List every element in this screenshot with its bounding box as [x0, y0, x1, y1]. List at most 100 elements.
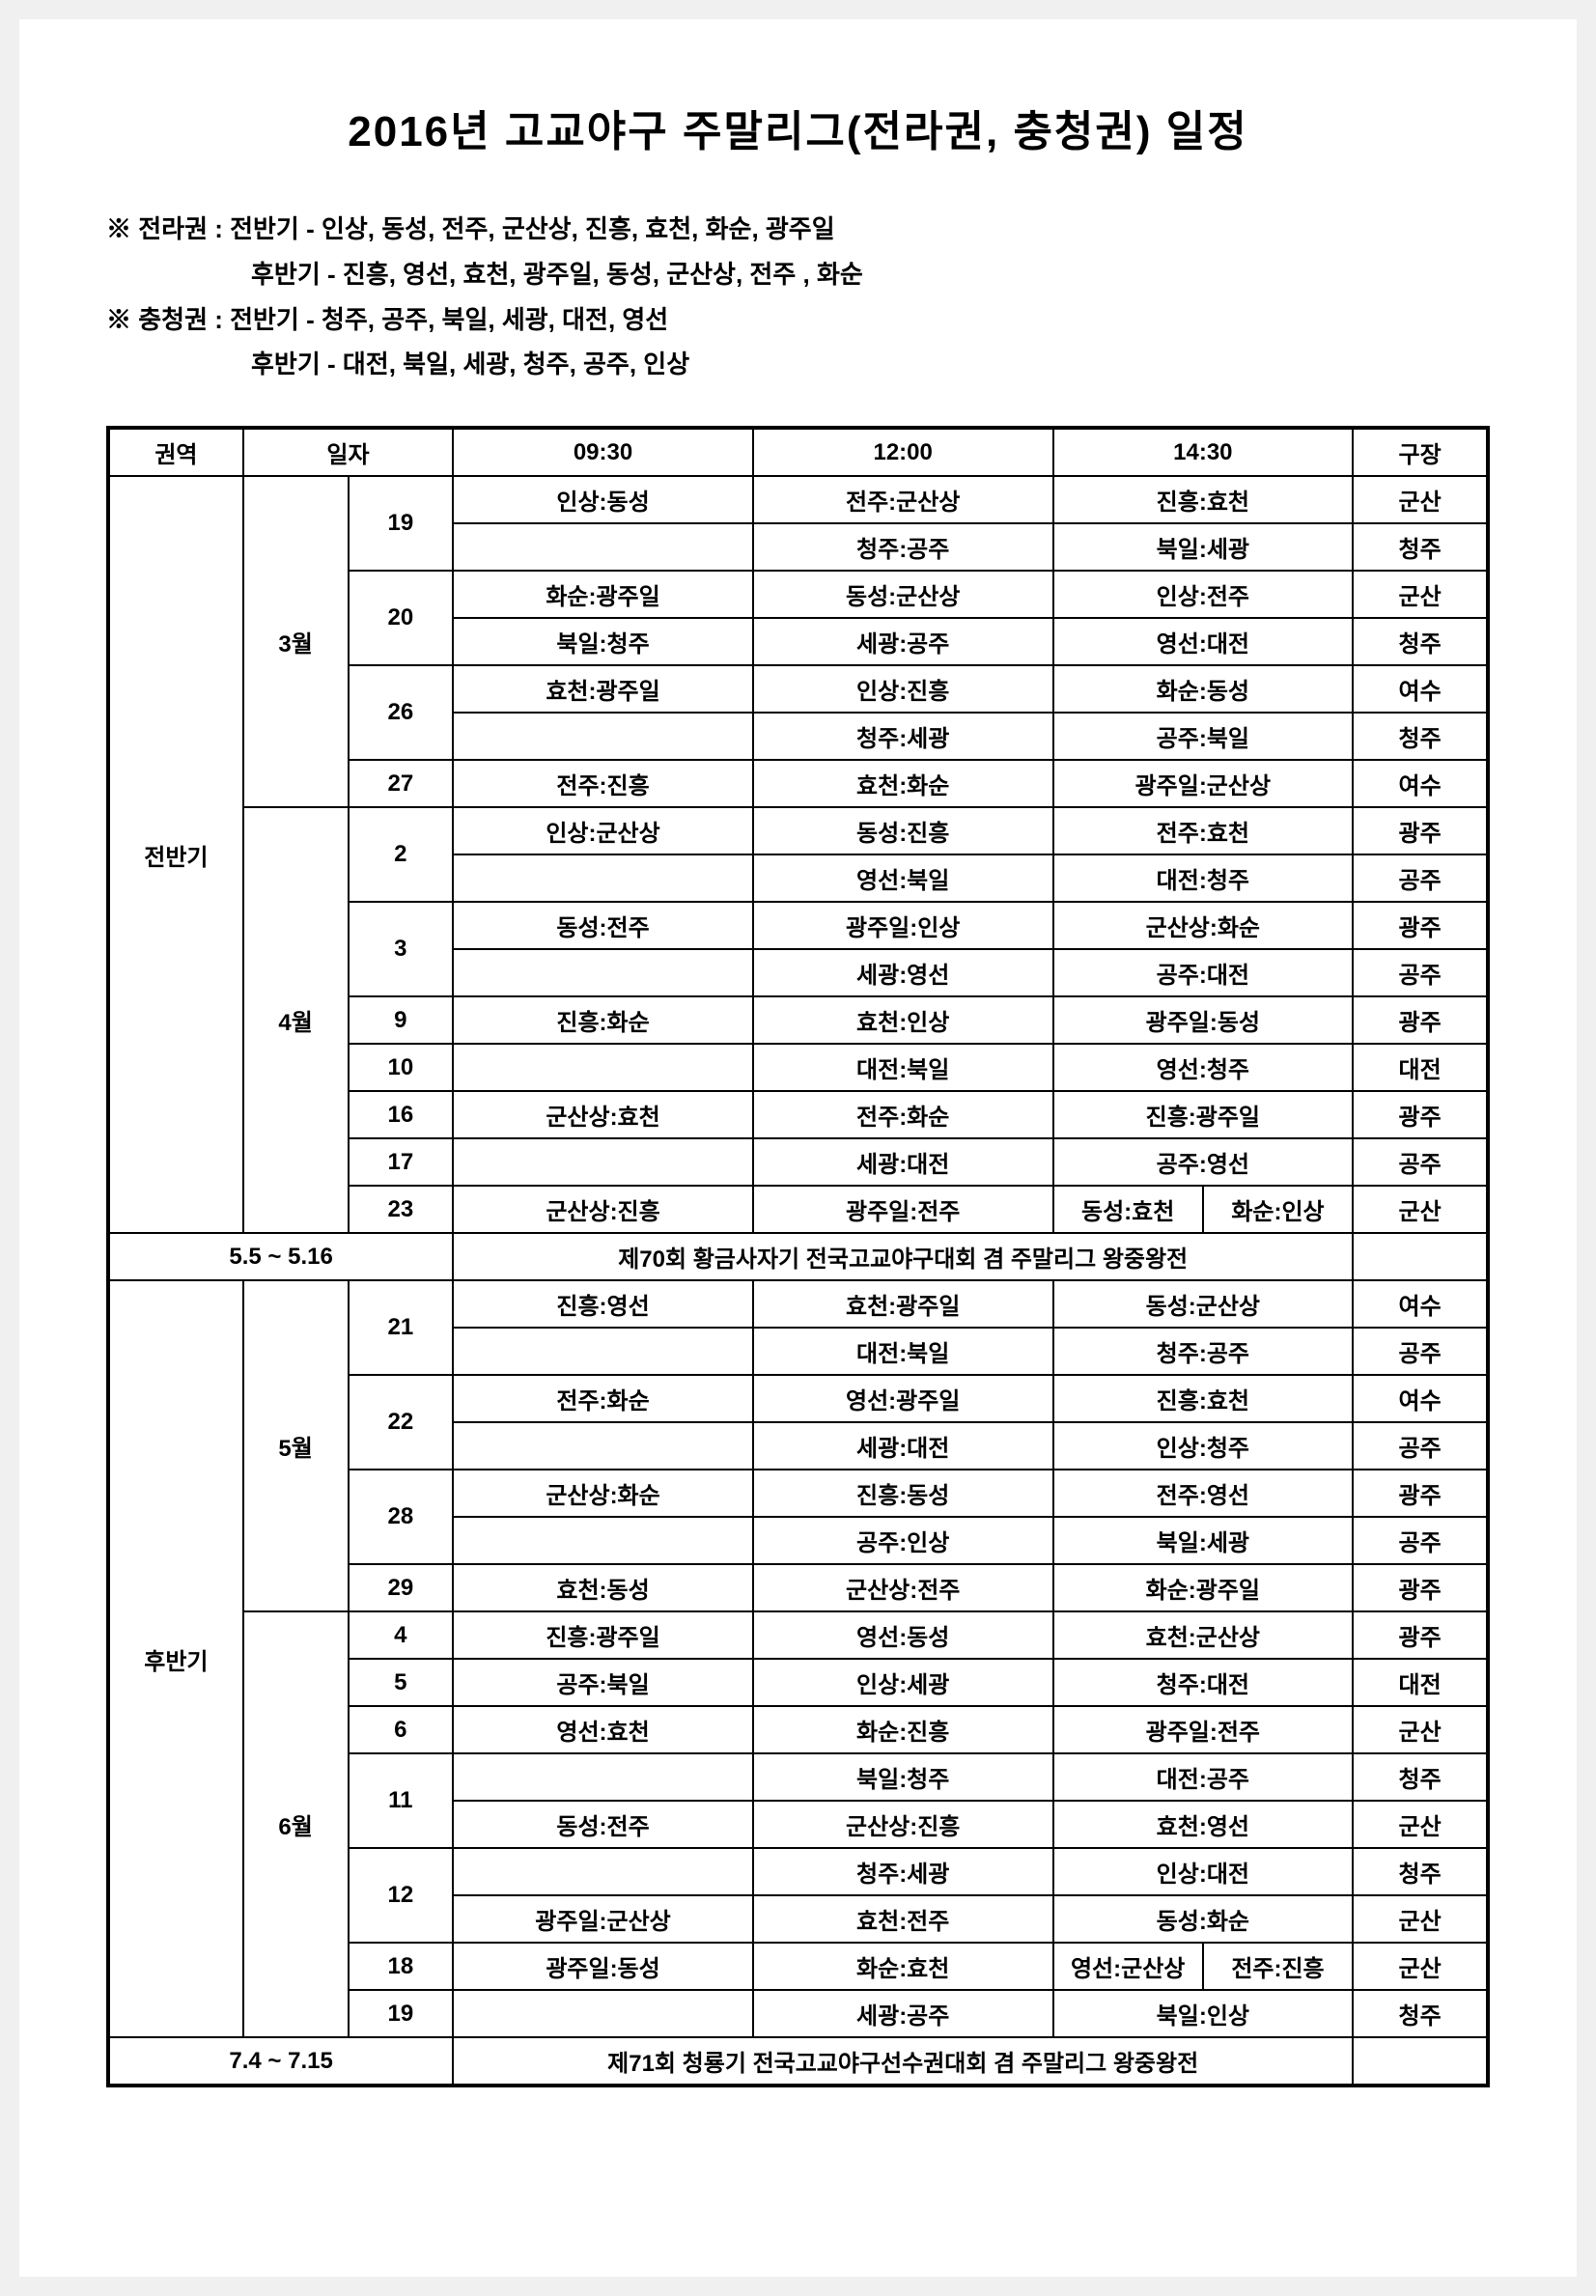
match-cell: 세광:공주 [753, 1990, 1053, 2037]
match-cell: 군산상:진흥 [753, 1801, 1053, 1848]
venue-cell: 청주 [1353, 1753, 1488, 1801]
match-cell: 영선:청주 [1053, 1044, 1354, 1091]
match-cell: 인상:청주 [1053, 1422, 1354, 1470]
match-cell: 진흥:영선 [453, 1280, 753, 1328]
match-cell: 대전:공주 [1053, 1753, 1354, 1801]
month-cell: 3월 [243, 476, 349, 807]
match-cell: 동성:전주 [453, 1801, 753, 1848]
match-cell: 동성:전주 [453, 902, 753, 949]
match-cell: 효천:인상 [753, 996, 1053, 1044]
banner-empty [1353, 2037, 1488, 2086]
venue-cell: 군산 [1353, 476, 1488, 523]
match-cell: 공주:대전 [1053, 949, 1354, 996]
match-cell [453, 1422, 753, 1470]
match-cell: 세광:대전 [753, 1422, 1053, 1470]
match-cell: 대전:북일 [753, 1044, 1053, 1091]
day-cell: 5 [349, 1659, 454, 1706]
venue-cell: 광주 [1353, 1470, 1488, 1517]
match-cell: 전주:영선 [1053, 1470, 1354, 1517]
match-cell: 광주일:동성 [1053, 996, 1354, 1044]
match-cell: 화순:진흥 [753, 1706, 1053, 1753]
match-cell: 광주일:전주 [753, 1186, 1053, 1233]
match-cell: 효천:영선 [1053, 1801, 1354, 1848]
match-cell: 북일:세광 [1053, 523, 1354, 571]
match-cell: 인상:진흥 [753, 665, 1053, 713]
day-cell: 29 [349, 1564, 454, 1611]
match-cell: 공주:영선 [1053, 1138, 1354, 1186]
banner-date: 7.4 ~ 7.15 [108, 2037, 453, 2086]
venue-cell: 여수 [1353, 665, 1488, 713]
match-cell: 진흥:효천 [1053, 1375, 1354, 1422]
banner-text: 제71회 청룡기 전국고교야구선수권대회 겸 주말리그 왕중왕전 [453, 2037, 1353, 2086]
match-cell: 화순:동성 [1053, 665, 1354, 713]
match-cell: 대전:북일 [753, 1328, 1053, 1375]
match-cell: 군산상:진흥 [453, 1186, 753, 1233]
day-cell: 3 [349, 902, 454, 996]
match-cell: 화순:광주일 [1053, 1564, 1354, 1611]
match-cell: 동성:군산상 [753, 571, 1053, 618]
venue-cell: 광주 [1353, 1091, 1488, 1138]
match-cell: 공주:인상 [753, 1517, 1053, 1564]
day-cell: 21 [349, 1280, 454, 1375]
match-cell: 군산상:화순 [1053, 902, 1354, 949]
match-cell: 전주:진흥 [453, 760, 753, 807]
venue-cell: 여수 [1353, 1375, 1488, 1422]
page-title: 2016년 고교야구 주말리그(전라권, 충청권) 일정 [106, 97, 1490, 158]
match-cell: 북일:청주 [453, 618, 753, 665]
note-line: 후반기 - 대전, 북일, 세광, 청주, 공주, 인상 [106, 342, 1490, 387]
table-row: 후반기 5월 21 진흥:영선 효천:광주일 동성:군산상 여수 [108, 1280, 1488, 1328]
half-label: 전반기 [108, 476, 243, 1233]
match-cell: 진흥:광주일 [453, 1611, 753, 1659]
match-cell: 전주:진흥 [1203, 1943, 1353, 1990]
venue-cell: 공주 [1353, 1517, 1488, 1564]
day-cell: 22 [349, 1375, 454, 1470]
match-cell: 화순:광주일 [453, 571, 753, 618]
match-cell [453, 523, 753, 571]
venue-cell: 대전 [1353, 1044, 1488, 1091]
match-cell: 동성:화순 [1053, 1895, 1354, 1943]
col-t3: 14:30 [1053, 428, 1354, 476]
match-cell: 광주일:군산상 [453, 1895, 753, 1943]
col-region: 권역 [108, 428, 243, 476]
region-notes: ※ 전라권 : 전반기 - 인상, 동성, 전주, 군산상, 진흥, 효천, 화… [106, 207, 1490, 387]
venue-cell: 군산 [1353, 1943, 1488, 1990]
month-cell: 5월 [243, 1280, 349, 1611]
month-cell: 4월 [243, 807, 349, 1233]
match-cell: 군산상:전주 [753, 1564, 1053, 1611]
match-cell: 광주일:군산상 [1053, 760, 1354, 807]
day-cell: 17 [349, 1138, 454, 1186]
match-cell: 진흥:광주일 [1053, 1091, 1354, 1138]
match-cell: 청주:공주 [1053, 1328, 1354, 1375]
venue-cell: 광주 [1353, 996, 1488, 1044]
match-cell: 청주:세광 [753, 1848, 1053, 1895]
venue-cell: 군산 [1353, 571, 1488, 618]
half-label: 후반기 [108, 1280, 243, 2037]
banner-row: 5.5 ~ 5.16 제70회 황금사자기 전국고교야구대회 겸 주말리그 왕중… [108, 1233, 1488, 1280]
match-cell: 동성:효천 [1053, 1186, 1203, 1233]
day-cell: 2 [349, 807, 454, 902]
match-cell: 북일:인상 [1053, 1990, 1354, 2037]
banner-date: 5.5 ~ 5.16 [108, 1233, 453, 1280]
match-cell: 동성:진흥 [753, 807, 1053, 854]
match-cell: 영선:광주일 [753, 1375, 1053, 1422]
venue-cell: 청주 [1353, 713, 1488, 760]
day-cell: 12 [349, 1848, 454, 1943]
match-cell: 북일:세광 [1053, 1517, 1354, 1564]
day-cell: 10 [349, 1044, 454, 1091]
table-row: 전반기 3월 19 인상:동성 전주:군산상 진흥:효천 군산 [108, 476, 1488, 523]
page: 2016년 고교야구 주말리그(전라권, 충청권) 일정 ※ 전라권 : 전반기… [19, 19, 1577, 2277]
match-cell: 인상:군산상 [453, 807, 753, 854]
match-cell [453, 1328, 753, 1375]
banner-empty [1353, 1233, 1488, 1280]
match-cell: 인상:세광 [753, 1659, 1053, 1706]
match-cell: 효천:군산상 [1053, 1611, 1354, 1659]
match-cell: 군산상:효천 [453, 1091, 753, 1138]
month-cell: 6월 [243, 1611, 349, 2037]
banner-text: 제70회 황금사자기 전국고교야구대회 겸 주말리그 왕중왕전 [453, 1233, 1353, 1280]
venue-cell: 군산 [1353, 1186, 1488, 1233]
col-t2: 12:00 [753, 428, 1053, 476]
match-cell: 화순:인상 [1203, 1186, 1353, 1233]
match-cell: 효천:전주 [753, 1895, 1053, 1943]
match-cell: 영선:효천 [453, 1706, 753, 1753]
match-cell: 청주:세광 [753, 713, 1053, 760]
